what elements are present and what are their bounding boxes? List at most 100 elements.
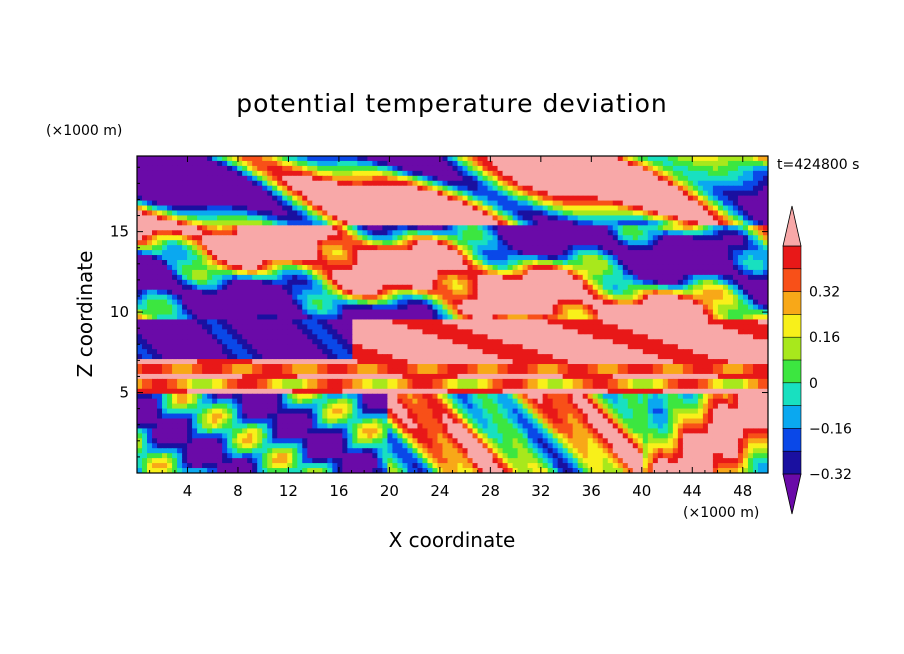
heatmap-cell [322,245,328,251]
heatmap-cell [317,156,323,162]
heatmap-cell [652,299,659,306]
heatmap-cell [372,210,378,217]
heatmap-cell [612,289,619,296]
heatmap-cell [737,165,744,172]
heatmap-cell [252,324,258,330]
heatmap-cell [757,274,764,281]
heatmap-cell [562,299,569,306]
heatmap-cell [222,175,228,182]
heatmap-cell [247,289,253,296]
heatmap-cell [277,225,283,231]
heatmap-cell [602,324,609,330]
heatmap-cell [407,250,414,256]
heatmap-cell [327,180,333,187]
heatmap-cell [172,180,178,187]
heatmap-cell [422,299,429,306]
heatmap-cell [687,180,694,187]
heatmap-cell [297,175,303,182]
heatmap-cell [587,334,594,340]
heatmap-cell [137,190,143,197]
heatmap-cell [337,304,343,311]
heatmap-cell [632,304,639,311]
heatmap-cell [157,344,163,350]
heatmap-cell [552,175,559,182]
heatmap-cell [137,156,143,162]
heatmap-cell [347,215,353,221]
heatmap-cell [532,215,539,221]
heatmap-cell [437,299,444,306]
heatmap-cell [612,274,619,281]
heatmap-cell [157,324,163,330]
heatmap-cell [602,210,609,217]
heatmap-cell [707,235,714,241]
heatmap-cell [502,289,509,296]
heatmap-cell [302,205,308,212]
heatmap-cell [252,156,258,162]
heatmap-cell [682,284,689,291]
heatmap-cell [537,205,544,212]
heatmap-cell [642,319,649,325]
heatmap-cell [672,274,679,281]
heatmap-cell [197,225,203,231]
heatmap-cell [462,339,469,345]
heatmap-cell [622,255,629,261]
heatmap-cell [202,200,208,207]
heatmap-cell [267,334,273,340]
heatmap-cell [457,230,464,236]
heatmap-cell [382,284,388,291]
heatmap-cell [762,319,768,325]
heatmap-cell [507,235,514,241]
heatmap-cell [457,264,464,271]
heatmap-cell [722,175,729,182]
heatmap-cell [717,269,724,276]
heatmap-cell [752,344,759,350]
heatmap-cell [452,195,459,202]
heatmap-cell [472,170,479,177]
heatmap-cell [302,289,308,296]
heatmap-cell [312,339,318,345]
heatmap-cell [517,245,524,251]
heatmap-cell [137,215,143,221]
heatmap-cell [717,165,724,172]
heatmap-cell [652,210,659,217]
heatmap-cell [512,309,519,316]
heatmap-cell [142,205,148,212]
heatmap-cell [147,180,153,187]
heatmap-cell [667,220,674,226]
heatmap-cell [387,274,394,281]
heatmap-cell [192,324,198,330]
heatmap-cell [422,289,429,296]
heatmap-cell [327,200,333,207]
heatmap-cell [637,339,644,345]
heatmap-cell [562,160,569,167]
heatmap-cell [687,165,694,172]
heatmap-cell [597,156,604,162]
heatmap-cell [257,329,263,335]
heatmap-cell [212,299,218,306]
heatmap-cell [547,210,554,217]
heatmap-cell [397,334,404,340]
heatmap-cell [347,299,353,306]
heatmap-cell [302,299,308,306]
heatmap-cell [747,225,754,231]
heatmap-cell [762,260,768,266]
heatmap-cell [222,190,228,197]
heatmap-cell [482,185,489,192]
heatmap-cell [227,230,233,236]
heatmap-cell [407,175,414,182]
heatmap-cell [347,314,353,321]
heatmap-cell [287,260,293,266]
heatmap-cell [742,200,749,207]
heatmap-cell [592,156,599,162]
heatmap-cell [622,344,629,350]
heatmap-cell [442,274,449,281]
heatmap-cell [212,235,218,241]
heatmap-cell [252,160,258,167]
heatmap-cell [167,289,173,296]
heatmap-cell [547,205,554,212]
heatmap-cell [467,255,474,261]
heatmap-cell [222,235,228,241]
heatmap-cell [377,240,383,246]
heatmap-cell [587,344,594,350]
heatmap-cell [627,334,634,340]
